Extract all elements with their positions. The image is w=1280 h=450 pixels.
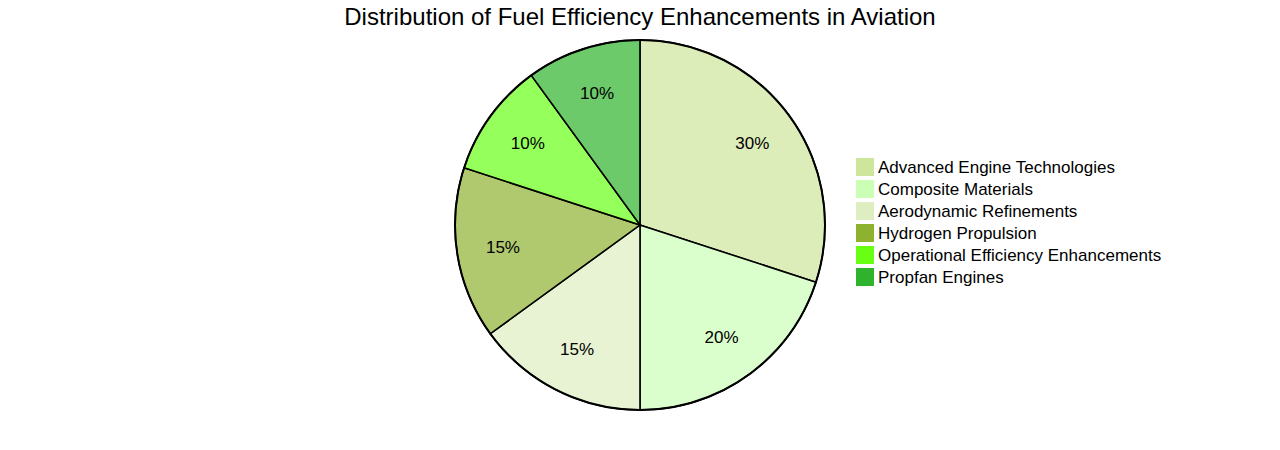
legend-label: Hydrogen Propulsion <box>878 224 1037 243</box>
legend-swatch <box>856 202 874 220</box>
legend-item: Composite Materials <box>856 180 1033 199</box>
data-label: 10% <box>511 134 545 153</box>
pie: 30% 20% 15% 15% 10% 10% <box>455 40 825 410</box>
data-label: 15% <box>486 238 520 257</box>
legend-item: Hydrogen Propulsion <box>856 224 1037 243</box>
legend-label: Operational Efficiency Enhancements <box>878 246 1161 265</box>
legend-item: Aerodynamic Refinements <box>856 202 1077 221</box>
pie-slice <box>640 225 816 410</box>
legend-label: Aerodynamic Refinements <box>878 202 1077 221</box>
data-label: 10% <box>580 84 614 103</box>
legend: Advanced Engine Technologies Composite Ma… <box>856 158 1161 287</box>
legend-item: Propfan Engines <box>856 268 1004 287</box>
pie-outline <box>455 40 825 410</box>
legend-swatch <box>856 158 874 176</box>
legend-swatch <box>856 268 874 286</box>
data-label: 15% <box>560 340 594 359</box>
chart-svg: Distribution of Fuel Efficiency Enhancem… <box>0 0 1280 450</box>
legend-item: Operational Efficiency Enhancements <box>856 246 1161 265</box>
data-label: 20% <box>705 328 739 347</box>
pie-slice <box>531 40 640 225</box>
legend-label: Propfan Engines <box>878 268 1004 287</box>
chart-container: Distribution of Fuel Efficiency Enhancem… <box>0 0 1280 450</box>
legend-label: Advanced Engine Technologies <box>878 158 1115 177</box>
legend-swatch <box>856 246 874 264</box>
legend-swatch <box>856 224 874 242</box>
legend-label: Composite Materials <box>878 180 1033 199</box>
data-label: 30% <box>735 134 769 153</box>
chart-title: Distribution of Fuel Efficiency Enhancem… <box>344 3 935 30</box>
legend-swatch <box>856 180 874 198</box>
legend-item: Advanced Engine Technologies <box>856 158 1115 177</box>
